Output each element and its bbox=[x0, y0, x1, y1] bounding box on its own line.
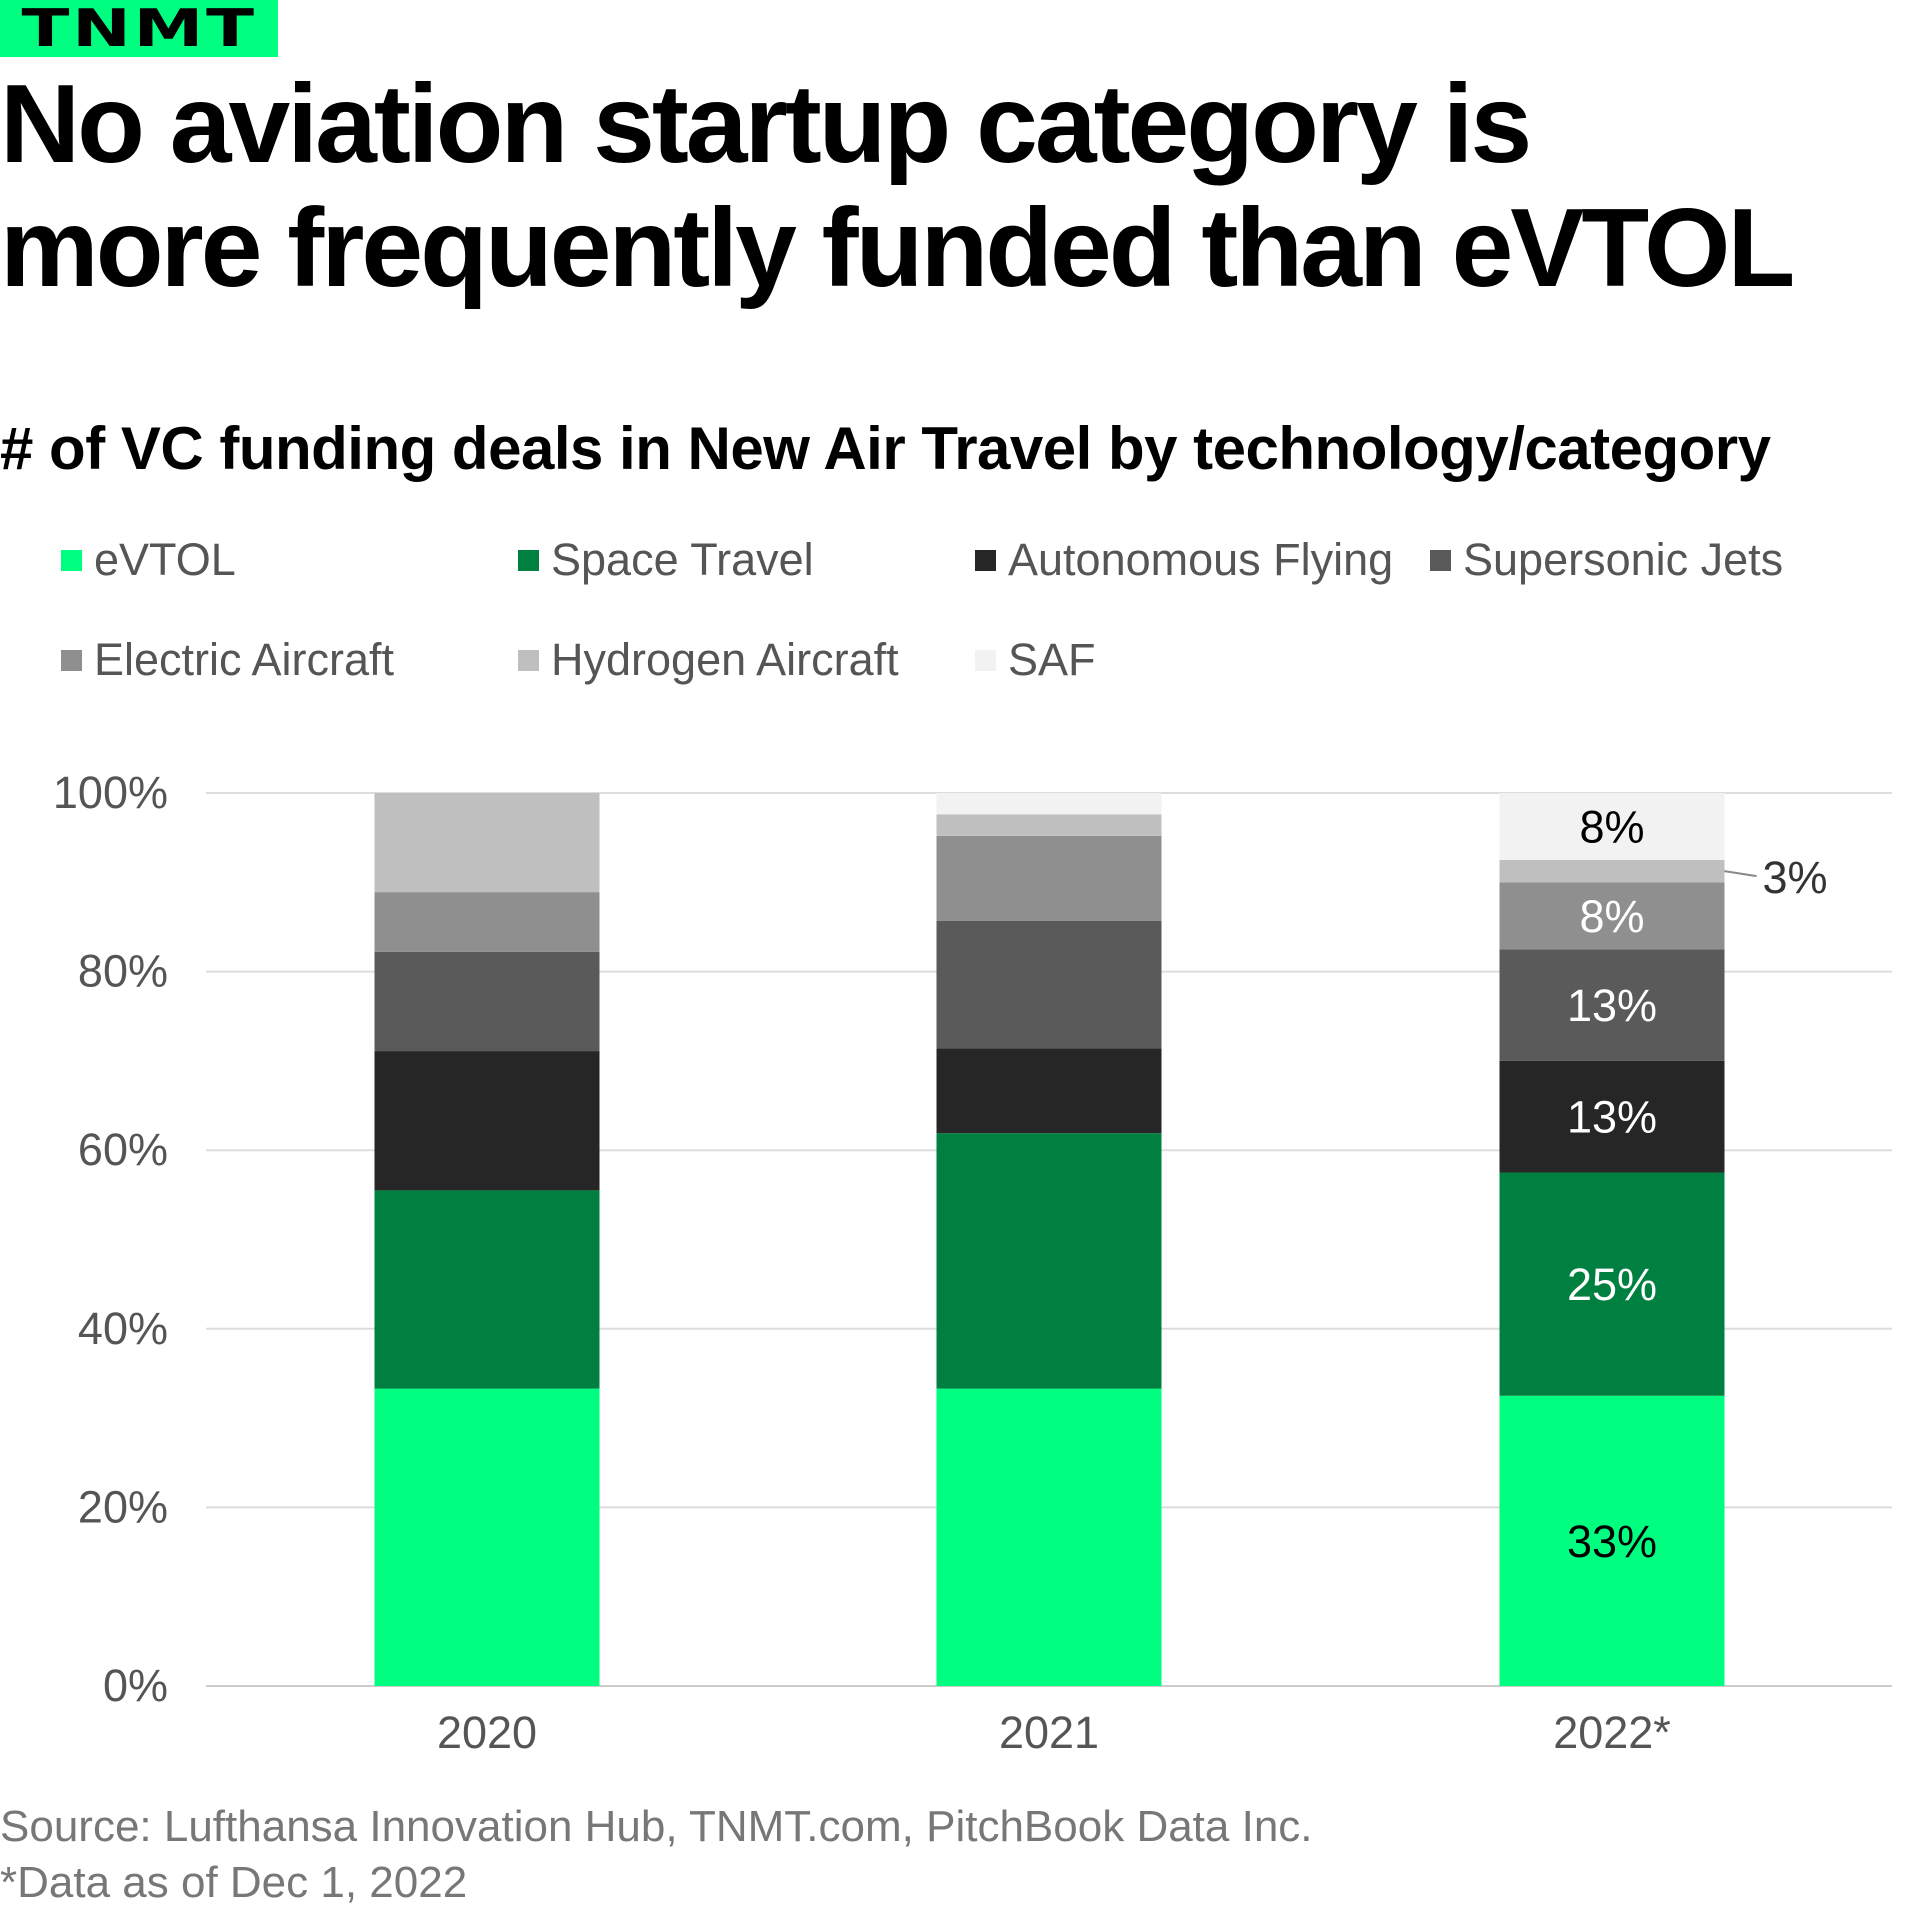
footnote: *Data as of Dec 1, 2022 bbox=[0, 1858, 468, 1907]
bar-segment bbox=[1499, 949, 1725, 1061]
y-tick-label: 60% bbox=[78, 1124, 168, 1175]
data-label: 3% bbox=[1763, 852, 1828, 903]
legend-label: Hydrogen Aircraft bbox=[551, 634, 899, 685]
bar-segment bbox=[374, 1388, 600, 1686]
bar-segment bbox=[1499, 1172, 1725, 1396]
y-tick-label: 20% bbox=[78, 1481, 168, 1532]
legend-label: SAF bbox=[1008, 634, 1096, 685]
legend-item: eVTOL bbox=[61, 534, 236, 586]
legend-item: Space Travel bbox=[518, 534, 814, 586]
legend-label: eVTOL bbox=[94, 534, 236, 585]
y-tick-label: 100% bbox=[53, 767, 168, 818]
y-tick-label: 0% bbox=[103, 1660, 168, 1711]
data-label: 33% bbox=[1567, 1516, 1657, 1567]
legend-swatch bbox=[518, 649, 539, 671]
data-label: 8% bbox=[1579, 801, 1644, 852]
bar-segment bbox=[1499, 1060, 1725, 1173]
data-label: 13% bbox=[1567, 980, 1657, 1031]
legend-label: Supersonic Jets bbox=[1463, 534, 1784, 585]
data-label: 8% bbox=[1579, 891, 1644, 942]
legend-swatch bbox=[61, 649, 82, 671]
data-label: 25% bbox=[1567, 1259, 1657, 1310]
bar-segment bbox=[374, 793, 600, 893]
bar-segment bbox=[374, 1051, 600, 1191]
bar-segment bbox=[936, 1133, 1162, 1389]
logo-text: TNMT bbox=[21, 0, 257, 59]
bar-segment bbox=[1499, 882, 1725, 950]
bar-segment bbox=[1499, 1395, 1725, 1686]
headline-line-2: more frequently funded than eVTOL bbox=[0, 186, 1795, 310]
y-tick-label: 80% bbox=[78, 946, 168, 997]
legend-item: Supersonic Jets bbox=[1430, 534, 1783, 586]
legend-item: Hydrogen Aircraft bbox=[518, 634, 899, 686]
legend-item: Electric Aircraft bbox=[61, 634, 394, 686]
legend-label: Autonomous Flying bbox=[1008, 534, 1394, 585]
legend-swatch bbox=[975, 649, 996, 671]
bar-segment bbox=[374, 1190, 600, 1389]
bar-segment bbox=[1499, 859, 1725, 883]
bar-segment bbox=[936, 1388, 1162, 1686]
bar-segment bbox=[936, 793, 1162, 815]
legend-swatch bbox=[518, 549, 539, 571]
source-note: Source: Lufthansa Innovation Hub, TNMT.c… bbox=[0, 1802, 1313, 1851]
chart-subtitle: # of VC funding deals in New Air Travel … bbox=[0, 415, 1771, 482]
headline: No aviation startup category is more fre… bbox=[0, 62, 1795, 310]
legend-item: Autonomous Flying bbox=[975, 534, 1393, 586]
legend-swatch bbox=[1430, 549, 1451, 571]
data-label: 13% bbox=[1567, 1092, 1657, 1143]
bar-segment bbox=[1499, 793, 1725, 860]
bar-segment bbox=[374, 951, 600, 1052]
bar-segment bbox=[936, 835, 1162, 921]
tnmt-logo: TNMT bbox=[0, 0, 278, 57]
headline-line-1: No aviation startup category is bbox=[0, 62, 1532, 186]
x-tick-label: 2022* bbox=[1553, 1707, 1671, 1758]
bar-segment bbox=[936, 920, 1162, 1049]
x-tick-label: 2021 bbox=[999, 1707, 1099, 1758]
leader-line bbox=[1724, 870, 1757, 878]
y-tick-label: 40% bbox=[78, 1303, 168, 1354]
legend-swatch bbox=[61, 549, 82, 571]
legend-label: Electric Aircraft bbox=[94, 634, 395, 685]
bar-segment bbox=[936, 814, 1162, 836]
legend-label: Space Travel bbox=[551, 534, 814, 585]
x-tick-label: 2020 bbox=[437, 1707, 537, 1758]
bar-segment bbox=[374, 892, 600, 952]
legend-item: SAF bbox=[975, 634, 1096, 686]
legend-swatch bbox=[975, 549, 996, 571]
bar-segment bbox=[936, 1048, 1162, 1134]
